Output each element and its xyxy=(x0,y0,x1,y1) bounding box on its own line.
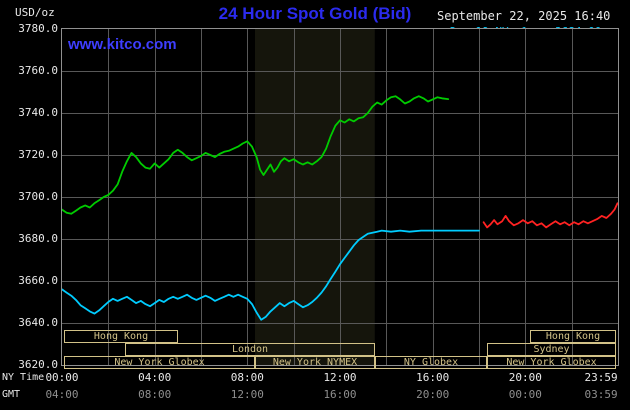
chart-title: 24 Hour Spot Gold (Bid) xyxy=(218,4,412,23)
x-tick-label: 04:00 xyxy=(45,388,79,401)
session-box-new-york-globex: New York Globex xyxy=(487,356,616,369)
y-tick-label: 3680.0 xyxy=(18,232,58,245)
session-box-new-york-nymex: New York NYMEX xyxy=(255,356,375,369)
y-tick-label: 3760.0 xyxy=(18,64,58,77)
kitco-watermark-link[interactable]: www.kitco.com xyxy=(68,36,177,53)
session-box-hong-kong: Hong Kong xyxy=(64,330,178,343)
session-box-sydney: Sydney xyxy=(487,343,616,356)
ny-time-axis-caption: NY Time xyxy=(2,372,45,383)
y-tick-label: 3660.0 xyxy=(18,274,58,287)
y-tick-label: 3780.0 xyxy=(18,22,58,35)
price-line-sep19-ny-close xyxy=(62,229,480,321)
x-tick-label: 08:00 xyxy=(230,371,264,384)
y-tick-label: 3640.0 xyxy=(18,316,58,329)
x-tick-label: 12:00 xyxy=(323,371,357,384)
plot-area: Hong Kong Hong Kong London Sydney New York G… xyxy=(61,28,619,369)
x-tick-label: 08:00 xyxy=(138,388,172,401)
y-tick-label: 3740.0 xyxy=(18,106,58,119)
price-line-sep21-sunday xyxy=(482,202,618,229)
price-line-sep22-last xyxy=(62,95,450,215)
x-tick-label: 03:59 xyxy=(584,388,618,401)
session-box-new-york-globex: New York Globex xyxy=(64,356,255,369)
x-tick-label: 12:00 xyxy=(230,388,264,401)
x-tick-label: 23:59 xyxy=(584,371,618,384)
x-tick-label: 16:00 xyxy=(323,388,357,401)
session-box-hong-kong: Hong Kong xyxy=(530,330,616,343)
session-box-london: London xyxy=(125,343,375,356)
x-tick-label: 00:00 xyxy=(45,371,79,384)
x-tick-label: 00:00 xyxy=(508,388,542,401)
x-tick-label: 16:00 xyxy=(416,371,450,384)
y-tick-label: 3720.0 xyxy=(18,148,58,161)
market-session-bars: Hong Kong Hong Kong London Sydney New York G… xyxy=(62,29,618,369)
chart-datetime: September 22, 2025 16:40 xyxy=(437,9,611,23)
chart-canvas xyxy=(62,29,618,365)
price-unit-label: USD/oz xyxy=(15,6,55,19)
x-tick-label: 20:00 xyxy=(508,371,542,384)
x-tick-label: 20:00 xyxy=(416,388,450,401)
gmt-axis-caption: GMT xyxy=(2,389,21,400)
session-box-ny-globex: NY Globex xyxy=(375,356,487,369)
x-tick-label: 04:00 xyxy=(138,371,172,384)
y-tick-label: 3620.0 xyxy=(18,358,58,371)
y-tick-label: 3700.0 xyxy=(18,190,58,203)
